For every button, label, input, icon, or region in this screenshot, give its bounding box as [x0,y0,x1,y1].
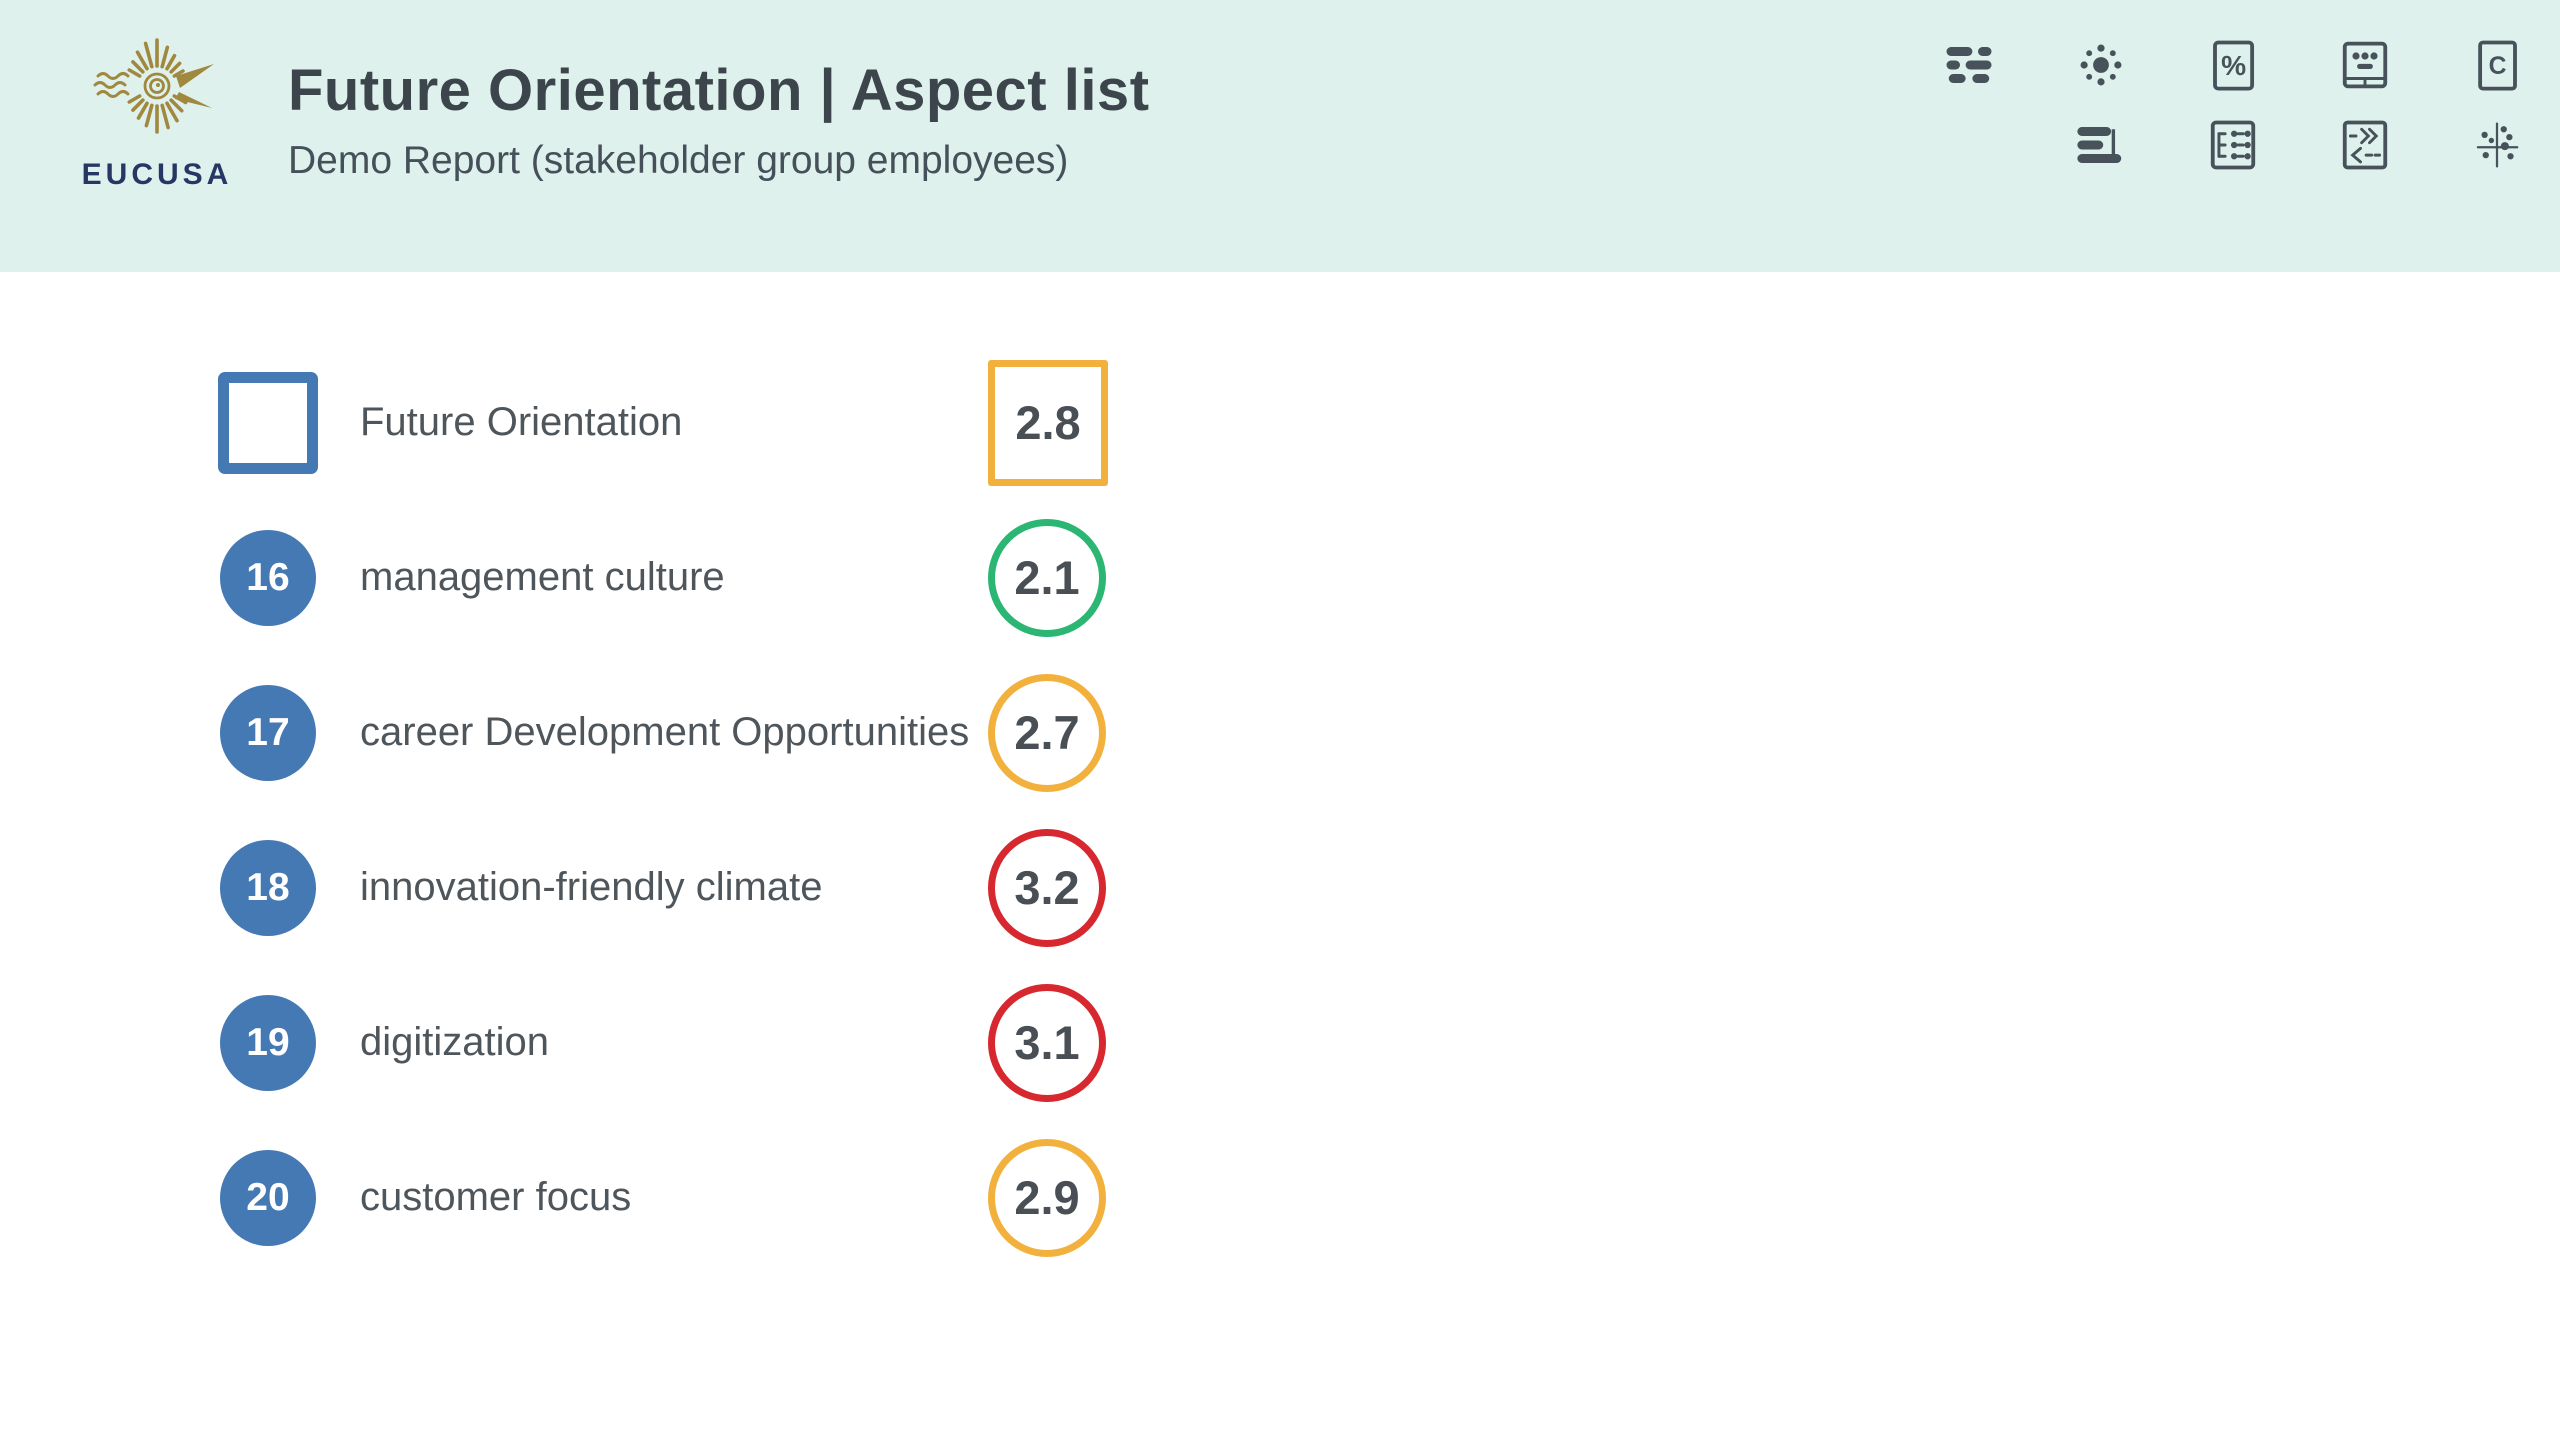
c-page-icon[interactable]: C [2470,38,2524,92]
aspect-value-badge: 3.2 [988,828,1106,947]
eucusa-wordmark: EUCUSA [81,158,233,191]
aspect-number-badge: 16 [220,529,316,626]
scatter-plot-icon[interactable] [2470,118,2524,172]
horizontal-bar-chart-icon[interactable] [2074,118,2128,172]
transfer-arrows-icon[interactable] [2338,118,2392,172]
presentation-icon[interactable] [2338,38,2392,92]
svg-text:%: % [2221,50,2246,81]
percent-page-icon[interactable]: % [2206,38,2260,92]
aspect-list: Future Orientation 2.8 16 management cul… [0,272,2560,1275]
layout-list-icon[interactable] [1942,38,1996,92]
aspect-row: 20 customer focus 2.9 [218,1120,2560,1275]
aspect-value-badge: 2.8 [988,359,1108,486]
aspect-number-badge: 19 [220,994,316,1091]
toolbar: % C [1942,38,2524,172]
sun-icon[interactable] [2074,38,2128,92]
eucusa-sun-icon [93,38,214,134]
aspect-label: management culture [360,555,725,599]
aspect-number-badge: 18 [220,839,316,936]
svg-text:C: C [2489,53,2507,80]
aspect-label: Future Orientation [360,400,683,444]
aspect-label: customer focus [360,1175,632,1219]
aspect-value-badge: 2.9 [988,1138,1106,1257]
aspect-label: digitization [360,1020,550,1064]
aggregate-square-badge [218,371,318,474]
aspect-number-badge: 20 [220,1149,316,1246]
aspect-number-badge: 17 [220,684,316,781]
aspect-value-badge: 3.1 [988,983,1106,1102]
aspect-value-badge: 2.7 [988,673,1106,792]
header-titles: Future Orientation | Aspect list Demo Re… [288,58,1150,183]
aspect-label: innovation-friendly climate [360,865,823,909]
aspect-row: 19 digitization 3.1 [218,965,2560,1120]
page-title: Future Orientation | Aspect list [288,58,1150,123]
aspect-row-aggregate: Future Orientation 2.8 [218,345,2560,500]
aspect-label: career Development Opportunities [360,710,970,754]
matrix-icon[interactable] [2206,118,2260,172]
aspect-row: 18 innovation-friendly climate 3.2 [218,810,2560,965]
aspect-value-badge: 2.1 [988,518,1106,637]
report-header: EUCUSA Future Orientation | Aspect list … [0,0,2560,272]
page-subtitle: Demo Report (stakeholder group employees… [288,138,1069,182]
aspect-row: 17 career Development Opportunities 2.7 [218,655,2560,810]
eucusa-logo: EUCUSA [72,26,242,192]
aspect-row: 16 management culture 2.1 [218,500,2560,655]
